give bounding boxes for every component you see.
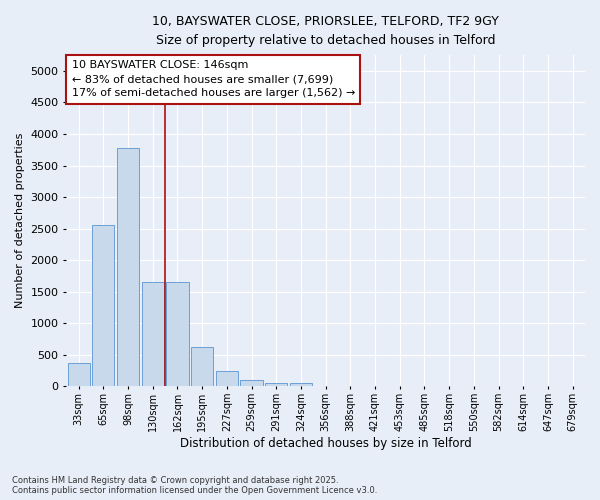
Bar xyxy=(265,383,287,386)
Text: Contains HM Land Registry data © Crown copyright and database right 2025.
Contai: Contains HM Land Registry data © Crown c… xyxy=(12,476,377,495)
Bar xyxy=(92,226,115,386)
X-axis label: Distribution of detached houses by size in Telford: Distribution of detached houses by size … xyxy=(180,437,472,450)
Bar xyxy=(290,383,312,386)
Text: 10 BAYSWATER CLOSE: 146sqm
← 83% of detached houses are smaller (7,699)
17% of s: 10 BAYSWATER CLOSE: 146sqm ← 83% of deta… xyxy=(71,60,355,98)
Bar xyxy=(166,282,188,387)
Bar xyxy=(216,371,238,386)
Bar xyxy=(241,380,263,386)
Bar xyxy=(117,148,139,386)
Bar xyxy=(68,363,90,386)
Title: 10, BAYSWATER CLOSE, PRIORSLEE, TELFORD, TF2 9GY
Size of property relative to de: 10, BAYSWATER CLOSE, PRIORSLEE, TELFORD,… xyxy=(152,15,499,47)
Y-axis label: Number of detached properties: Number of detached properties xyxy=(15,133,25,308)
Bar xyxy=(191,348,213,387)
Bar xyxy=(142,282,164,387)
